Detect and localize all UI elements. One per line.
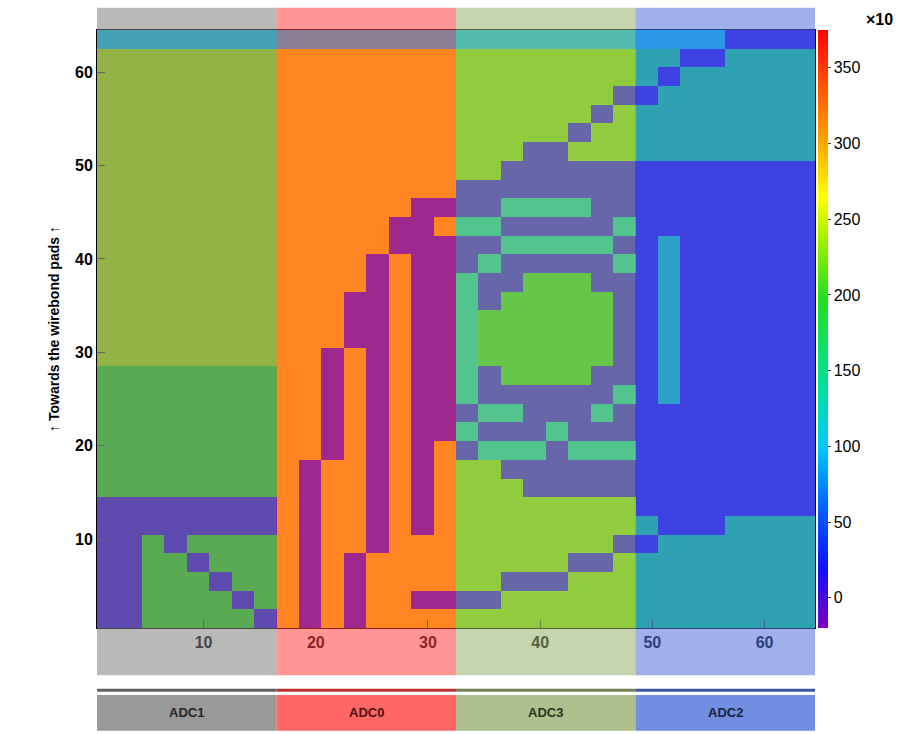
svg-text:20: 20 [307, 634, 325, 651]
svg-text:ADC2: ADC2 [708, 705, 743, 720]
svg-text:200: 200 [834, 287, 861, 304]
svg-text:×10: ×10 [866, 11, 893, 28]
svg-text:20: 20 [75, 437, 93, 454]
svg-text:350: 350 [834, 59, 861, 76]
svg-text:100: 100 [834, 438, 861, 455]
svg-text:↑ Towards the wirebond pads ↑: ↑ Towards the wirebond pads ↑ [46, 226, 62, 432]
svg-text:ADC1: ADC1 [169, 705, 204, 720]
svg-text:150: 150 [834, 362, 861, 379]
svg-text:10: 10 [75, 531, 93, 548]
svg-text:40: 40 [75, 251, 93, 268]
svg-text:50: 50 [75, 157, 93, 174]
svg-text:0: 0 [834, 589, 843, 606]
svg-text:60: 60 [75, 64, 93, 81]
svg-text:40: 40 [531, 634, 549, 651]
svg-text:ADC3: ADC3 [528, 705, 563, 720]
svg-text:60: 60 [756, 634, 774, 651]
svg-text:50: 50 [643, 634, 661, 651]
svg-text:250: 250 [834, 211, 861, 228]
svg-text:50: 50 [834, 514, 852, 531]
svg-text:300: 300 [834, 135, 861, 152]
svg-text:10: 10 [195, 634, 213, 651]
svg-text:30: 30 [75, 344, 93, 361]
svg-text:ADC0: ADC0 [349, 705, 384, 720]
svg-text:30: 30 [419, 634, 437, 651]
